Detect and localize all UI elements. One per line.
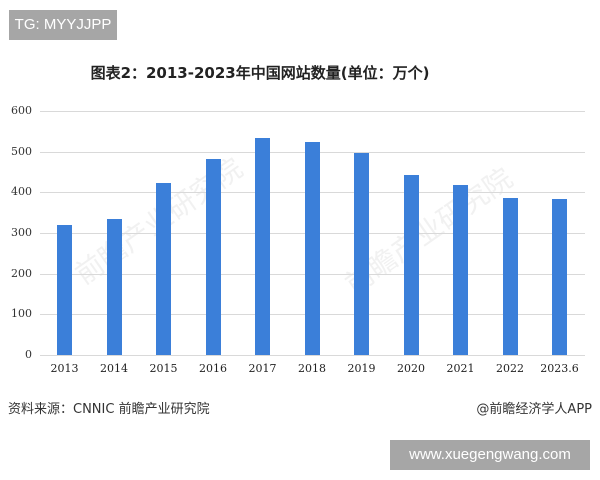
bar-2019 bbox=[354, 152, 369, 355]
bar-2016 bbox=[205, 158, 221, 355]
x-tick-label: 2020 bbox=[397, 362, 425, 375]
x-tick-label: 2015 bbox=[149, 362, 178, 375]
credit-note: @前瞻经济学人APP bbox=[476, 402, 592, 417]
tg-badge: TG: MYYJJPP bbox=[9, 10, 117, 40]
x-tick-label: 2019 bbox=[347, 362, 376, 375]
x-tick-label: 2014 bbox=[100, 362, 128, 375]
grid-line bbox=[40, 355, 585, 356]
x-tick-label: 2017 bbox=[248, 362, 277, 375]
y-tick-label: 300 bbox=[11, 226, 32, 239]
y-tick-label: 500 bbox=[11, 144, 32, 158]
bar-2020 bbox=[403, 174, 419, 355]
x-tick-label: 2023.6 bbox=[540, 362, 579, 375]
x-tick-label: 2016 bbox=[199, 362, 227, 375]
x-tick-label: 2021 bbox=[446, 362, 475, 375]
bar-2023.6 bbox=[552, 199, 567, 355]
x-tick-label: 2018 bbox=[298, 362, 326, 375]
source-note: 资料来源：CNNIC 前瞻产业研究院 bbox=[8, 402, 210, 417]
bar-2013 bbox=[57, 224, 72, 355]
chart-title: 图表2：2013-2023年中国网站数量(单位：万个) bbox=[90, 64, 430, 82]
site-badge: www.xuegengwang.com bbox=[390, 440, 590, 470]
y-tick-label: 100 bbox=[11, 307, 32, 321]
y-tick-label: 0 bbox=[25, 348, 32, 361]
y-tick-label: 200 bbox=[11, 266, 32, 280]
bar-2014 bbox=[106, 218, 122, 355]
y-tick-label: 600 bbox=[11, 104, 32, 117]
x-tick-label: 2022 bbox=[496, 362, 524, 375]
bar-2017 bbox=[255, 138, 270, 355]
grid-line bbox=[40, 111, 585, 112]
y-tick-label: 400 bbox=[11, 185, 32, 199]
bar-2015 bbox=[156, 182, 171, 355]
bar-2021 bbox=[453, 185, 468, 355]
bar-chart: 0 100 200 300 400 500 600 2013 2014 2015 2016 2017 2… bbox=[11, 104, 585, 375]
x-tick-label: 2013 bbox=[50, 362, 79, 375]
bar-2022 bbox=[502, 197, 518, 355]
bar-2018 bbox=[304, 142, 320, 355]
